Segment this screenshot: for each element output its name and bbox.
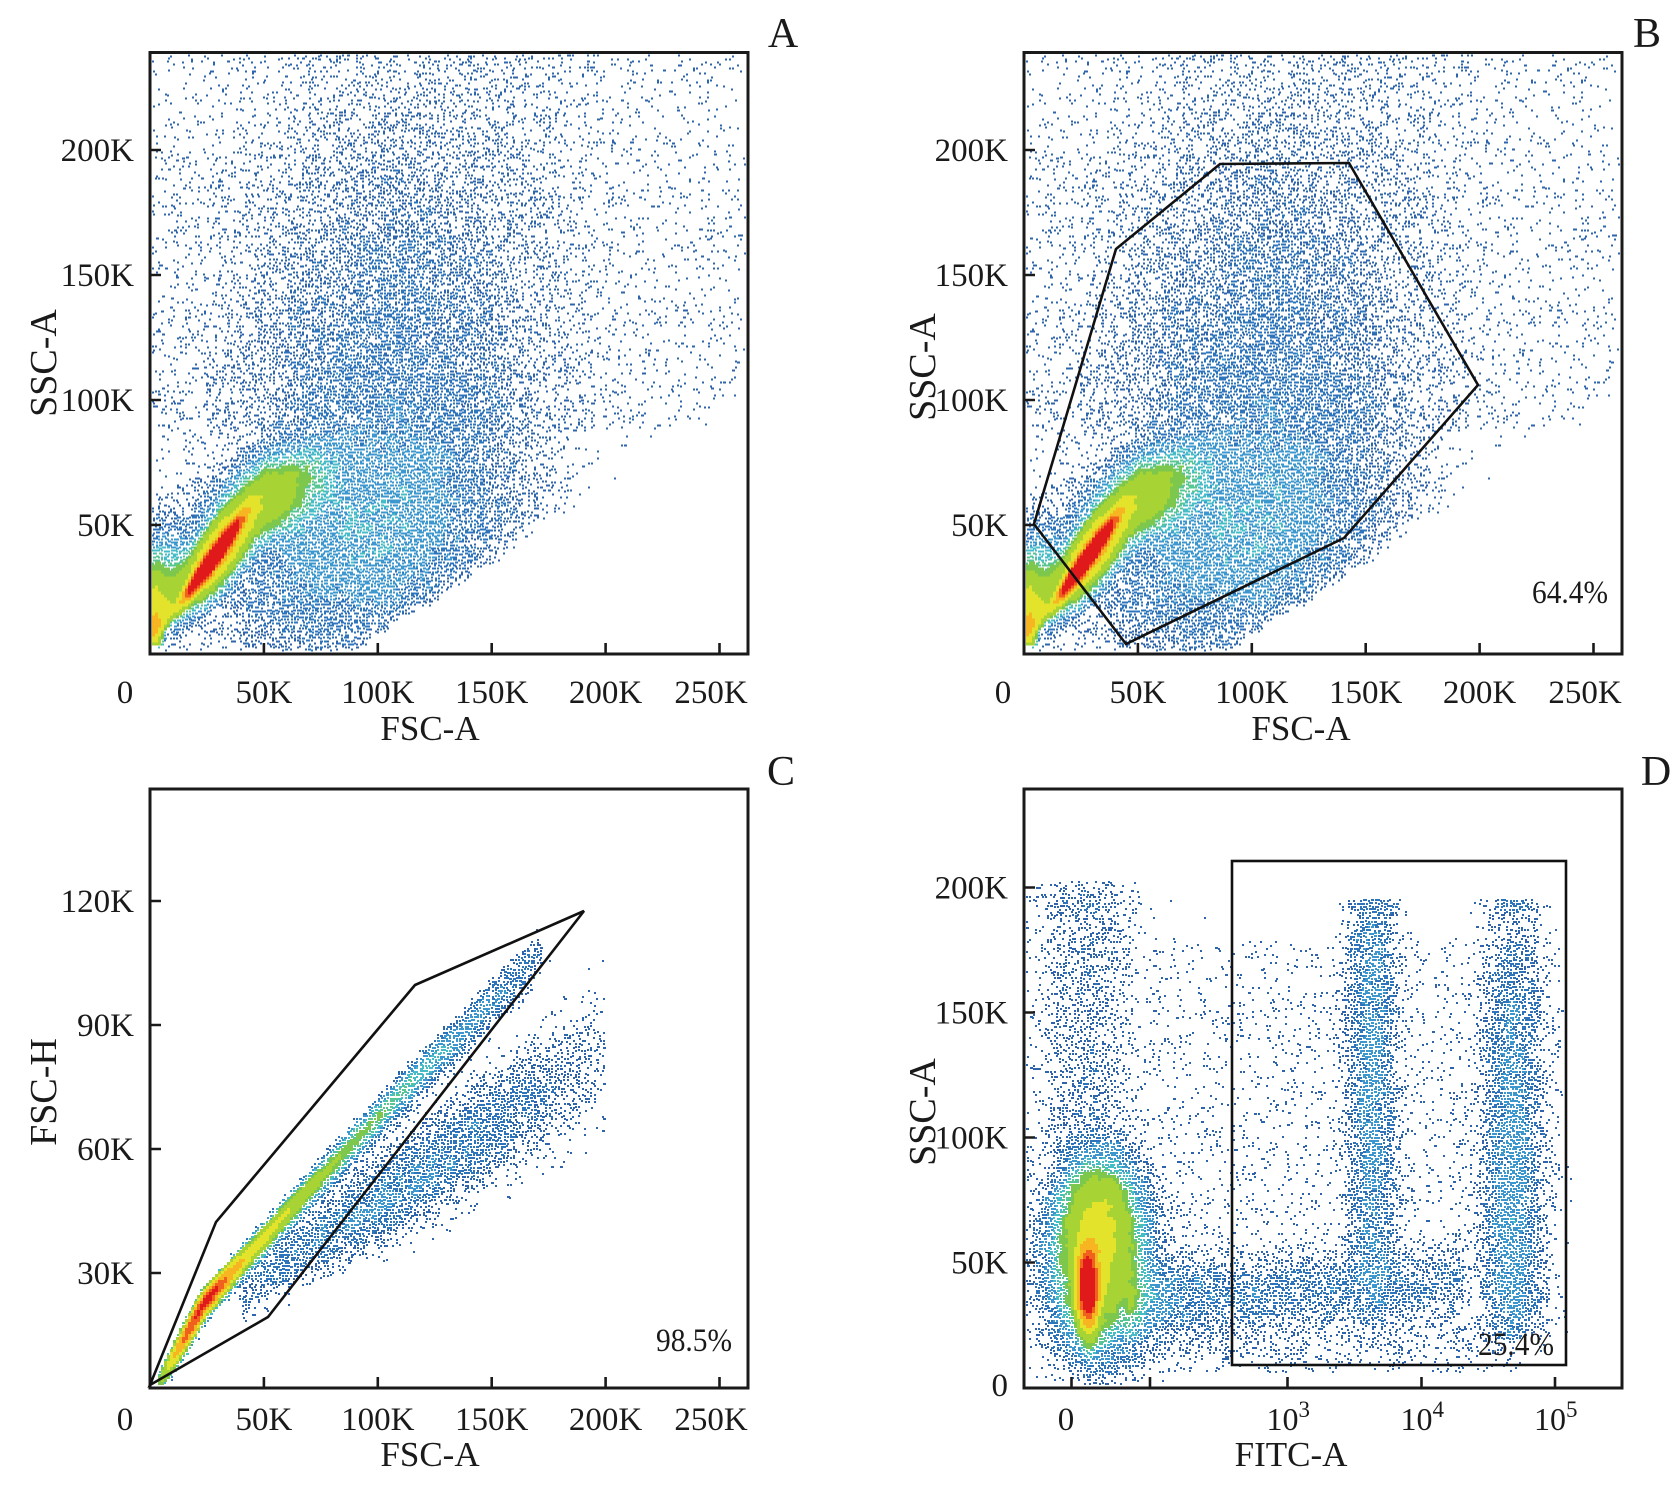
- svg-text:100K: 100K: [341, 675, 415, 711]
- svg-text:50K: 50K: [235, 1402, 292, 1438]
- svg-text:100K: 100K: [1215, 675, 1289, 711]
- svg-text:FSC-A: FSC-A: [380, 709, 480, 748]
- svg-text:200K: 200K: [61, 133, 135, 169]
- svg-text:150K: 150K: [61, 258, 135, 294]
- svg-text:98.5%: 98.5%: [656, 1323, 732, 1359]
- svg-text:0: 0: [117, 1402, 134, 1438]
- svg-text:25.4%: 25.4%: [1478, 1327, 1554, 1363]
- svg-text:200K: 200K: [935, 133, 1009, 169]
- svg-text:100K: 100K: [935, 383, 1009, 419]
- svg-text:SSC-A: SSC-A: [23, 309, 65, 417]
- svg-text:50K: 50K: [951, 508, 1008, 544]
- svg-text:FSC-A: FSC-A: [380, 1435, 480, 1474]
- svg-text:250K: 250K: [674, 1402, 748, 1438]
- svg-text:50K: 50K: [77, 508, 134, 544]
- svg-text:0: 0: [1058, 1402, 1075, 1438]
- svg-text:100K: 100K: [341, 1402, 415, 1438]
- svg-text:FSC-H: FSC-H: [23, 1038, 65, 1146]
- svg-text:A: A: [768, 11, 799, 57]
- svg-text:0: 0: [992, 1368, 1009, 1404]
- svg-text:250K: 250K: [1548, 675, 1622, 711]
- svg-text:150K: 150K: [455, 675, 529, 711]
- svg-text:0: 0: [117, 675, 134, 711]
- svg-text:FSC-A: FSC-A: [1251, 709, 1351, 748]
- svg-text:250K: 250K: [674, 675, 748, 711]
- svg-text:50K: 50K: [1109, 675, 1166, 711]
- svg-text:64.4%: 64.4%: [1532, 575, 1608, 611]
- svg-text:0: 0: [995, 675, 1012, 711]
- svg-text:200K: 200K: [935, 871, 1009, 907]
- svg-text:FITC-A: FITC-A: [1235, 1435, 1349, 1474]
- svg-text:120K: 120K: [61, 884, 135, 920]
- svg-text:50K: 50K: [951, 1246, 1008, 1282]
- svg-text:150K: 150K: [1329, 675, 1403, 711]
- svg-text:D: D: [1641, 749, 1671, 795]
- svg-text:60K: 60K: [77, 1132, 134, 1168]
- svg-text:30K: 30K: [77, 1256, 134, 1292]
- svg-text:150K: 150K: [935, 996, 1009, 1032]
- svg-text:SSC-A: SSC-A: [902, 313, 944, 421]
- svg-text:SSC-A: SSC-A: [902, 1058, 944, 1166]
- svg-text:B: B: [1633, 11, 1661, 57]
- svg-text:200K: 200K: [1443, 675, 1517, 711]
- svg-text:50K: 50K: [235, 675, 292, 711]
- svg-text:100K: 100K: [935, 1121, 1009, 1157]
- svg-text:200K: 200K: [569, 675, 643, 711]
- svg-text:C: C: [767, 749, 795, 795]
- svg-text:100K: 100K: [61, 383, 135, 419]
- svg-text:200K: 200K: [569, 1402, 643, 1438]
- svg-text:150K: 150K: [455, 1402, 529, 1438]
- svg-text:90K: 90K: [77, 1008, 134, 1044]
- svg-text:150K: 150K: [935, 258, 1009, 294]
